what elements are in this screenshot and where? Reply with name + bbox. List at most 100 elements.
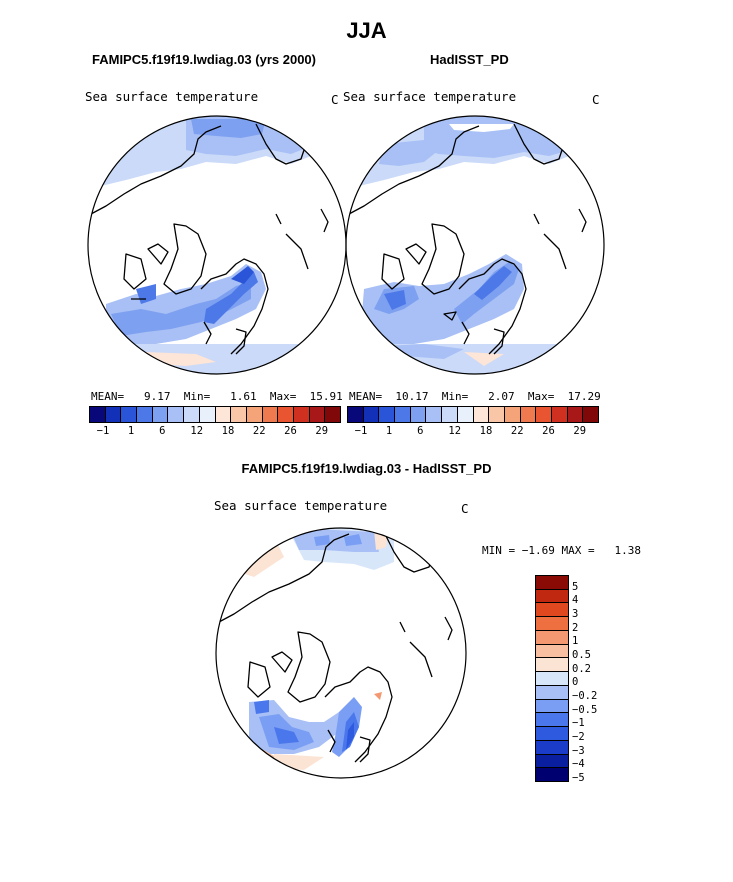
colorbar-swatch [230,407,246,422]
diff-variable-label: Sea surface temperature [214,498,388,513]
colorbar-tick-label: 18 [221,425,235,437]
diff-legend-label: −1 [572,717,585,730]
diff-legend-label: −0.5 [572,703,598,716]
model-mean-value: 9.17 [144,390,171,403]
main-title: JJA [346,18,387,43]
colorbar-swatch [183,407,199,422]
colorbar-swatch [245,407,262,422]
diff-legend-swatch [536,698,568,713]
colorbar-swatch [308,407,325,422]
colorbar-tick-label: 26 [542,425,555,437]
diff-legend-swatch [536,602,568,617]
model-max-label: Max= [269,390,297,403]
diff-legend-label: −0.2 [572,690,598,702]
diff-min-label: MIN = [482,544,516,557]
model-min-value: 1.61 [230,390,257,403]
diff-legend-swatch [536,643,568,658]
diff-legend-swatch [536,657,568,672]
diff-legend-swatch [536,712,568,727]
colorbar-tick-label: 18 [479,425,493,437]
diff-legend-swatch [536,684,568,699]
colorbar-swatch [441,407,457,422]
diff-legend-swatch [536,739,568,754]
colorbar-swatch [472,407,489,422]
diff-min-value: −1.69 [521,544,555,557]
colorbar-swatch [104,407,121,422]
colorbar-tick-label: 29 [573,425,587,437]
colorbar-swatch [503,407,520,422]
colorbar-tick-label: 22 [510,425,524,437]
model-mean-label: MEAN= [91,390,125,403]
diff-polar-map [215,527,467,779]
colorbar-swatch [214,407,231,422]
diff-legend-label: 5 [572,580,579,593]
colorbar-tick-label: 26 [284,425,297,437]
diff-legend-swatch [536,753,568,768]
obs-sst-field [346,116,604,374]
colorbar-swatch [425,407,442,422]
colorbar-tick-label: 22 [252,425,266,437]
diff-max-value: 1.38 [614,544,642,557]
obs-mean-label: MEAN= [349,390,383,403]
colorbar-swatch [409,407,426,422]
model-subtitle: FAMIPC5.f19f19.lwdiag.03 (yrs 2000) [92,52,316,67]
diff-legend-label: 0 [572,676,579,689]
colorbar-swatch [519,407,536,422]
model-polar-map [87,115,347,375]
colorbar-tick-label: 1 [385,425,393,437]
obs-stats: MEAN= 10.17 Min= 2.07 Max= 17.29 [349,390,601,403]
diff-sst-field [218,528,453,770]
colorbar-swatch [535,407,551,422]
colorbar-swatch [136,407,152,422]
diff-legend-label: 3 [572,608,579,620]
obs-polar-map [345,115,605,375]
diff-legend-swatch [536,629,568,644]
colorbar-swatch [90,407,105,422]
colorbar-swatch [582,407,598,422]
diff-legend-label: 0.5 [572,649,591,661]
diff-stats: MIN = −1.69 MAX = 1.38 [482,544,641,557]
diff-units-label: C [461,501,469,516]
obs-min-label: Min= [441,390,469,403]
model-min-label: Min= [183,390,211,403]
colorbar-swatch [151,407,168,422]
diff-legend-label: 2 [572,621,579,634]
colorbar-swatch [348,407,363,422]
obs-max-value: 17.29 [567,390,601,403]
colorbar-swatch [362,407,379,422]
obs-min-value: 2.07 [488,390,515,403]
diff-legend-label: −5 [572,772,585,784]
colorbar-swatch [456,407,473,422]
model-stats: MEAN= 9.17 Min= 1.61 Max= 15.91 [91,390,343,403]
colorbar-tick-label: −1 [96,425,110,437]
colorbar-tick-label: 1 [127,425,135,437]
colorbar-tick-label: −1 [354,425,368,437]
obs-variable-label: Sea surface temperature [343,89,517,104]
colorbar-swatch [261,407,278,422]
diff-legend-labels: 5 4 3 2 1 0.5 0.2 0 −0.2 −0.5 −1 −2 −3 −4 −5 [572,575,632,784]
obs-units-label: C [592,92,600,107]
colorbar-tick-label: 12 [448,425,462,437]
diff-legend-swatch [536,671,568,685]
colorbar-tick-label: 6 [417,425,424,437]
diff-max-label: MAX = [561,544,595,557]
colorbar-swatch [167,407,184,422]
colorbar-tick-label: 6 [159,425,166,437]
diff-legend-swatch [536,726,568,740]
model-colorbar-ticks: −1 1 6 12 18 22 26 29 [89,425,341,439]
diff-legend-label: 4 [572,594,579,607]
colorbar-swatch [198,407,215,422]
diff-legend-label: −4 [572,758,585,771]
colorbar-swatch [378,407,395,422]
colorbar-swatch [120,407,137,422]
model-max-value: 15.91 [309,390,343,403]
colorbar-swatch [550,407,567,422]
diff-subtitle: FAMIPC5.f19f19.lwdiag.03 - HadISST_PD [241,461,492,476]
colorbar-tick-label: 29 [315,425,329,437]
diff-legend-swatch [536,588,568,603]
colorbar-swatch [488,407,504,422]
obs-colorbar [347,406,599,423]
model-variable-label: Sea surface temperature [85,89,259,104]
model-colorbar [89,406,341,423]
obs-subtitle: HadISST_PD [430,52,509,67]
